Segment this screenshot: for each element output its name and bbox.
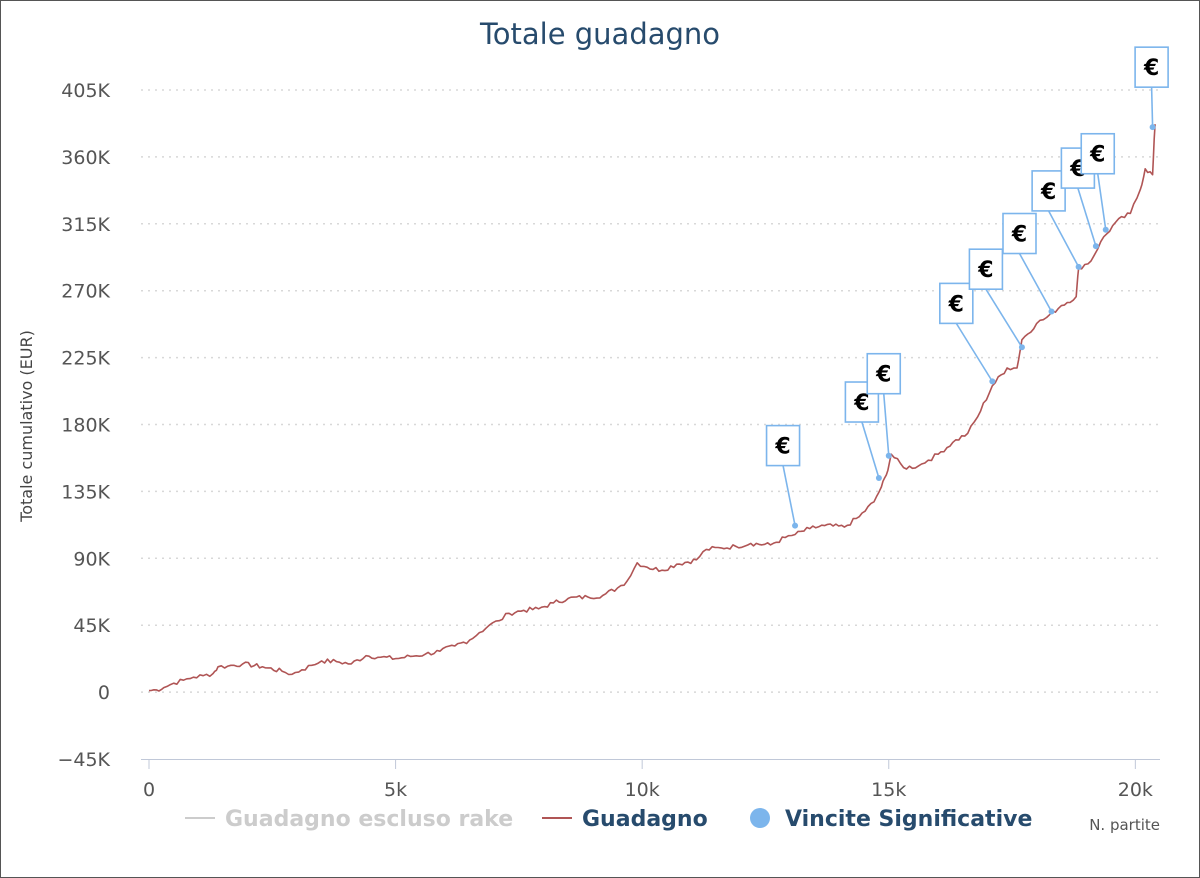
y-tick-label: 360K bbox=[61, 147, 110, 169]
euro-icon: € bbox=[1040, 180, 1056, 205]
flag-connector bbox=[861, 421, 880, 479]
y-tick-label: 270K bbox=[61, 281, 110, 303]
legend-label: Guadagno bbox=[582, 807, 708, 832]
marker-point bbox=[885, 452, 892, 459]
y-axis-label: Totale cumulativo (EUR) bbox=[17, 330, 36, 523]
flag-connector bbox=[882, 393, 890, 456]
flag-box bbox=[1031, 170, 1066, 212]
flag-connector bbox=[1096, 173, 1107, 230]
flag-connector bbox=[1018, 253, 1053, 312]
significant-win-flag: € bbox=[1031, 170, 1082, 270]
y-axis-ticks: −45K 0 45K 90K 135K 180K 225K 270K 315K 360K 405K bbox=[57, 80, 110, 771]
euro-icon: € bbox=[1011, 223, 1027, 248]
significant-win-flag: € bbox=[939, 282, 996, 385]
flag-connector bbox=[1077, 187, 1097, 247]
flag-connector bbox=[985, 288, 1023, 348]
marker-point bbox=[1075, 263, 1082, 270]
legend-swatch-dot bbox=[750, 808, 770, 828]
flag-connector bbox=[955, 322, 994, 382]
euro-icon: € bbox=[774, 435, 790, 460]
euro-icon: € bbox=[875, 363, 891, 388]
x-tick-label: 5k bbox=[384, 779, 407, 801]
flag-box bbox=[1134, 46, 1169, 88]
legend-item-guadagno-escluso-rake[interactable]: Guadagno escluso rake bbox=[185, 807, 513, 832]
y-tick-label: 225K bbox=[61, 348, 110, 370]
y-tick-label: 90K bbox=[73, 548, 110, 570]
flag-box bbox=[968, 248, 1004, 290]
chart-title: Totale guadagno bbox=[479, 17, 720, 51]
x-axis: 0 5k 10k 15k 20k bbox=[141, 759, 1160, 801]
legend-label: Vincite Significative bbox=[785, 807, 1032, 832]
flag-box bbox=[1080, 132, 1116, 175]
significant-win-flag: € bbox=[765, 424, 801, 529]
legend-label: Guadagno escluso rake bbox=[225, 807, 513, 832]
significant-win-flag: € bbox=[1080, 132, 1116, 233]
y-tick-label: −45K bbox=[57, 749, 110, 771]
x-tick-label: 10k bbox=[625, 779, 660, 801]
euro-icon: € bbox=[948, 292, 964, 317]
flag-box bbox=[939, 282, 974, 325]
marker-point bbox=[1048, 308, 1055, 315]
significant-win-flag: € bbox=[1134, 46, 1169, 131]
x-axis-label: N. partite bbox=[1089, 816, 1160, 834]
flag-box bbox=[1002, 212, 1037, 255]
significant-win-flag: € bbox=[1002, 212, 1055, 315]
x-tick-label: 0 bbox=[143, 779, 155, 801]
y-tick-label: 135K bbox=[61, 481, 110, 503]
marker-point bbox=[1149, 124, 1156, 131]
marker-point bbox=[1018, 344, 1025, 351]
y-tick-label: 0 bbox=[98, 682, 110, 704]
y-tick-label: 180K bbox=[61, 415, 110, 437]
significant-win-flag: € bbox=[968, 248, 1025, 351]
legend-item-vincite-significative[interactable]: Vincite Significative bbox=[750, 807, 1032, 832]
significant-win-flag: € bbox=[866, 352, 902, 459]
y-tick-label: 45K bbox=[73, 615, 110, 637]
marker-point bbox=[1092, 243, 1099, 250]
x-tick-label: 15k bbox=[871, 779, 906, 801]
series-line-guadagno bbox=[148, 124, 1156, 692]
grid-lines bbox=[141, 89, 1160, 693]
marker-point bbox=[792, 522, 799, 529]
x-tick-label: 20k bbox=[1118, 779, 1153, 801]
marker-point bbox=[1102, 226, 1109, 233]
flag-connector bbox=[1150, 87, 1154, 128]
flag-connector bbox=[782, 465, 796, 526]
euro-icon: € bbox=[977, 258, 993, 283]
significant-win-flag: € bbox=[844, 381, 882, 482]
flag-box bbox=[866, 352, 902, 395]
significant-wins-markers: €€€€€€€€€€ bbox=[765, 46, 1169, 529]
flag-box bbox=[765, 424, 801, 467]
flag-connector bbox=[1047, 210, 1080, 268]
marker-point bbox=[989, 378, 996, 385]
series-lines bbox=[148, 124, 1156, 692]
euro-icon: € bbox=[853, 391, 869, 416]
euro-icon: € bbox=[1143, 56, 1159, 81]
euro-icon: € bbox=[1089, 143, 1105, 168]
y-tick-label: 405K bbox=[61, 80, 110, 102]
marker-point bbox=[875, 475, 882, 482]
legend: Guadagno escluso rake Guadagno Vincite S… bbox=[185, 807, 1032, 832]
legend-item-guadagno[interactable]: Guadagno bbox=[542, 807, 708, 832]
plot-area: €€€€€€€€€€ bbox=[148, 46, 1169, 692]
y-tick-label: 315K bbox=[61, 214, 110, 236]
